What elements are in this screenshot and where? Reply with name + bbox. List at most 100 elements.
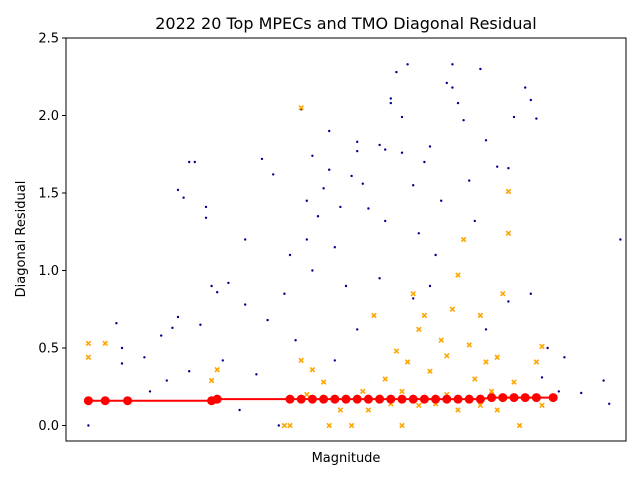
y-tick-label: 2.0 — [38, 109, 59, 124]
trend-point — [475, 394, 485, 404]
mpec-point — [339, 205, 342, 209]
mpec-point — [361, 182, 364, 185]
mpec-point — [400, 115, 404, 119]
mpec-point — [255, 373, 258, 376]
tmo-point — [416, 326, 422, 333]
tmo-point — [85, 340, 92, 347]
trend-point — [123, 396, 133, 406]
trend-point — [100, 396, 110, 406]
mpec-point — [344, 284, 348, 288]
trend-point — [83, 396, 93, 406]
trend-point — [548, 393, 558, 403]
mpec-point — [266, 318, 269, 322]
mpec-point — [563, 356, 566, 359]
mpec-point — [507, 300, 510, 303]
mpec-point — [456, 101, 460, 105]
trend-point — [464, 394, 474, 404]
tmo-point — [399, 422, 405, 429]
mpec-point — [333, 246, 336, 249]
mpec-point — [451, 63, 454, 66]
mpec-point — [529, 98, 532, 102]
trend-point — [520, 393, 530, 403]
y-tick-label: 2.5 — [38, 32, 59, 47]
tmo-point — [399, 388, 405, 395]
tmo-point — [382, 376, 388, 382]
mpec-point — [389, 101, 392, 105]
mpec-point — [182, 196, 185, 199]
tmo-point — [214, 366, 220, 373]
mpec-point — [283, 292, 286, 295]
mpec-point — [216, 291, 219, 294]
mpec-point — [412, 184, 415, 187]
tmo-point — [455, 407, 461, 413]
tmo-point — [304, 391, 310, 398]
mpec-point — [160, 334, 163, 337]
tmo-point — [477, 312, 484, 319]
trend-point — [285, 394, 295, 404]
tmo-point — [371, 312, 377, 319]
mpec-point — [356, 328, 359, 331]
tmo-point — [505, 230, 512, 237]
mpec-point — [356, 149, 359, 153]
mpec-point — [417, 232, 420, 235]
trend-point — [509, 393, 519, 403]
y-tick-label: 1.0 — [38, 264, 59, 279]
mpec-point — [244, 303, 247, 306]
tmo-point — [208, 377, 215, 384]
mpec-point — [546, 346, 549, 350]
mpec-point — [305, 199, 308, 202]
tmo-point — [494, 407, 500, 413]
tmo-point — [337, 407, 344, 413]
mpec-point — [496, 165, 499, 168]
mpec-point — [540, 376, 544, 379]
tmo-point — [326, 422, 332, 429]
tmo-point — [320, 379, 327, 385]
mpec-point — [143, 356, 146, 359]
trend-point — [487, 393, 497, 403]
tmo-point — [483, 359, 489, 365]
trend-point — [442, 394, 452, 404]
tmo-point — [511, 379, 517, 385]
trend-point — [498, 393, 508, 403]
mpec-point — [473, 219, 476, 223]
trend-point — [341, 394, 351, 404]
tmo-point — [444, 352, 450, 359]
mpec-point — [395, 70, 398, 74]
tmo-point — [466, 342, 472, 348]
plot-frame — [65, 37, 627, 442]
tmo-point — [488, 388, 495, 395]
chart-title: 2022 20 Top MPECs and TMO Diagonal Resid… — [155, 14, 537, 33]
tmo-point — [533, 359, 540, 365]
mpec-point — [350, 174, 353, 178]
mpec-point — [210, 284, 213, 288]
plot-background — [66, 38, 626, 441]
mpec-point — [311, 269, 314, 272]
mpec-point — [328, 168, 331, 171]
tmo-point — [494, 354, 500, 361]
mpec-point — [333, 359, 336, 362]
trend-point — [363, 394, 373, 404]
mpec-point — [619, 238, 622, 241]
mpec-point — [260, 157, 264, 161]
trend-point — [352, 394, 362, 404]
mpec-point — [580, 391, 583, 395]
trend-point — [453, 394, 463, 404]
mpec-point — [120, 362, 124, 365]
mpec-point — [120, 346, 124, 350]
trend-line-group — [83, 393, 558, 406]
mpec-point — [608, 402, 611, 405]
mpec-point — [484, 139, 488, 142]
trend-point — [212, 394, 222, 404]
mpec-point — [524, 86, 527, 89]
mpec-point — [288, 253, 292, 257]
y-axis: 0.0 0.5 1.0 1.5 2.0 2.5 — [38, 32, 66, 434]
mpec-point — [305, 238, 308, 241]
mpec-point — [277, 424, 280, 427]
y-tick-label: 0.5 — [38, 342, 59, 357]
tmo-point — [500, 290, 506, 297]
tmo-point — [309, 366, 316, 373]
mpec-point — [462, 118, 465, 122]
tmo-point — [449, 306, 456, 313]
mpec-point — [428, 284, 432, 288]
